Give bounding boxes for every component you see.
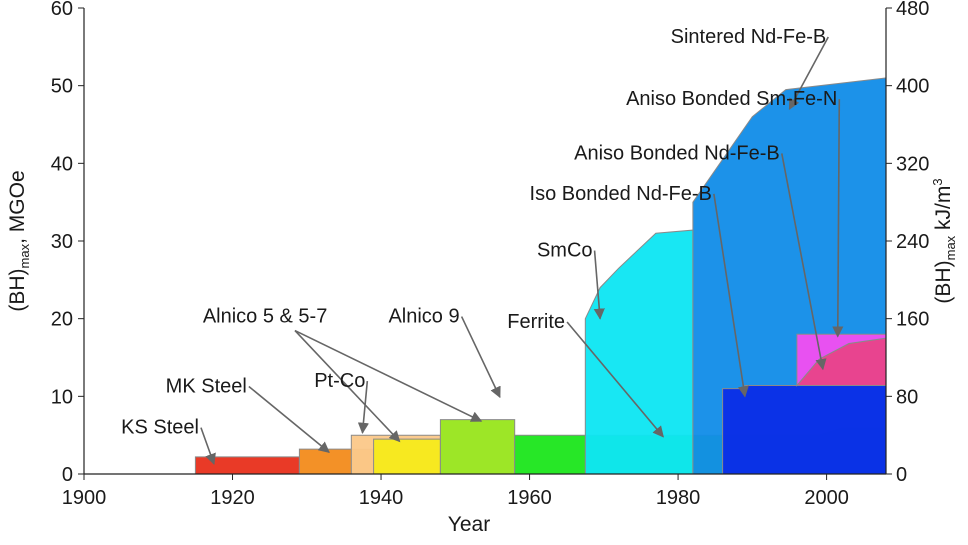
y-axis-right-title: (BH)max kJ/m3 <box>930 178 958 303</box>
arrow-mk-steel <box>248 385 330 453</box>
x-axis-title: Year <box>448 513 490 536</box>
label-ferrite: Ferrite <box>507 311 565 333</box>
y-left-tick-label: 20 <box>51 309 73 331</box>
y-right-tick-label: 400 <box>896 76 929 98</box>
x-tick-label: 1980 <box>656 487 701 509</box>
y-axis-left-title: (BH)max, MGOe <box>6 170 32 311</box>
y-left-tick-label: 10 <box>51 386 73 408</box>
label-pt-co: Pt-Co <box>314 370 365 392</box>
y-right-tick-label: 160 <box>896 309 929 331</box>
area-alnico-5-5-7 <box>373 438 441 475</box>
label-aniso-bonded-sm-fe-n: Aniso Bonded Sm-Fe-N <box>626 88 837 110</box>
area-alnico-9 <box>439 419 516 475</box>
y-right-title-unit: kJ/m <box>932 186 955 236</box>
arrow-alnico-5-5-7-2 <box>294 329 483 422</box>
y-left-tick-label: 60 <box>51 0 73 20</box>
x-tick-label: 1900 <box>62 487 107 509</box>
arrow-ferrite <box>566 321 664 438</box>
y-left-title-sub: max <box>17 243 32 268</box>
areas <box>194 77 887 475</box>
arrow-pt-co <box>357 380 369 434</box>
arrow-aniso-bonded-sm-fe-n <box>832 99 844 338</box>
arrow-sintered-nd-fe-b <box>788 36 829 110</box>
labels: KS Steel MK Steel Pt-Co Alnico 5 & 5-7 Alnic… <box>121 26 837 439</box>
ticks: 1900 1920 1940 1960 1980 2000 0 10 20 30 40 50 60 0 80… <box>51 0 930 509</box>
arrow-smco <box>593 250 605 320</box>
arrow-alnico-5-5-7 <box>294 330 401 443</box>
x-tick-label: 2000 <box>804 487 849 509</box>
arrow-ks-steel <box>200 427 216 465</box>
x-tick-label: 1940 <box>359 487 404 509</box>
x-tick-label: 1920 <box>210 487 255 509</box>
x-tick-label: 1960 <box>507 487 552 509</box>
label-sintered-nd-fe-b: Sintered Nd-Fe-B <box>671 26 827 48</box>
area-iso-bonded-nd-fe-b <box>722 385 887 475</box>
y-right-tick-label: 0 <box>896 464 907 486</box>
arrow-alnico-9 <box>460 316 501 399</box>
y-left-title-base: (BH) <box>6 268 29 311</box>
arrow-iso-bonded-nd-fe-b <box>713 193 749 398</box>
y-right-tick-label: 80 <box>896 386 918 408</box>
arrows <box>200 36 844 465</box>
label-iso-bonded-nd-fe-b: Iso Bonded Nd-Fe-B <box>530 183 712 205</box>
y-left-tick-label: 40 <box>51 153 73 175</box>
y-right-tick-label: 480 <box>896 0 929 20</box>
y-right-title-sub: max <box>943 235 958 260</box>
arrow-aniso-bonded-nd-fe-b <box>780 153 827 371</box>
y-right-tick-label: 240 <box>896 231 929 253</box>
label-smco: SmCo <box>537 240 593 262</box>
area-ks-steel <box>194 456 300 475</box>
area-smco <box>584 229 694 475</box>
label-alnico-5-5-7: Alnico 5 & 5-7 <box>203 306 328 328</box>
label-alnico-9: Alnico 9 <box>388 306 459 328</box>
y-left-title-unit: , MGOe <box>6 170 29 244</box>
y-left-tick-label: 50 <box>51 76 73 98</box>
label-aniso-bonded-nd-fe-b: Aniso Bonded Nd-Fe-B <box>574 142 780 164</box>
y-right-title-base: (BH) <box>932 260 955 303</box>
label-mk-steel: MK Steel <box>166 375 247 397</box>
y-right-title-sup: 3 <box>930 178 945 185</box>
label-ks-steel: KS Steel <box>121 417 199 439</box>
y-right-tick-label: 320 <box>896 153 929 175</box>
y-left-tick-label: 30 <box>51 231 73 253</box>
y-left-tick-label: 0 <box>62 464 73 486</box>
